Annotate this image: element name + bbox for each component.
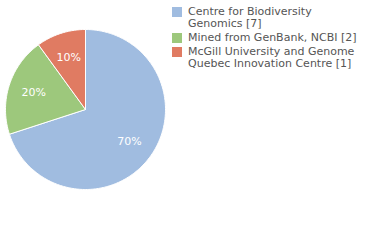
html-text:McGill University and Genome Q: McGill University and Genome Quebec Inno… (188, 45, 355, 70)
html-text:Mined from GenBank, NCBI [2]: Mined from GenBank, NCBI [2] (188, 31, 357, 44)
html-text:Centre for Biodiversity Genomi: Centre for Biodiversity Genomics [7] (188, 5, 312, 30)
svg-text:70%: 70% (117, 135, 141, 148)
svg-text:20%: 20% (22, 86, 46, 99)
svg-text:10%: 10% (56, 51, 80, 64)
